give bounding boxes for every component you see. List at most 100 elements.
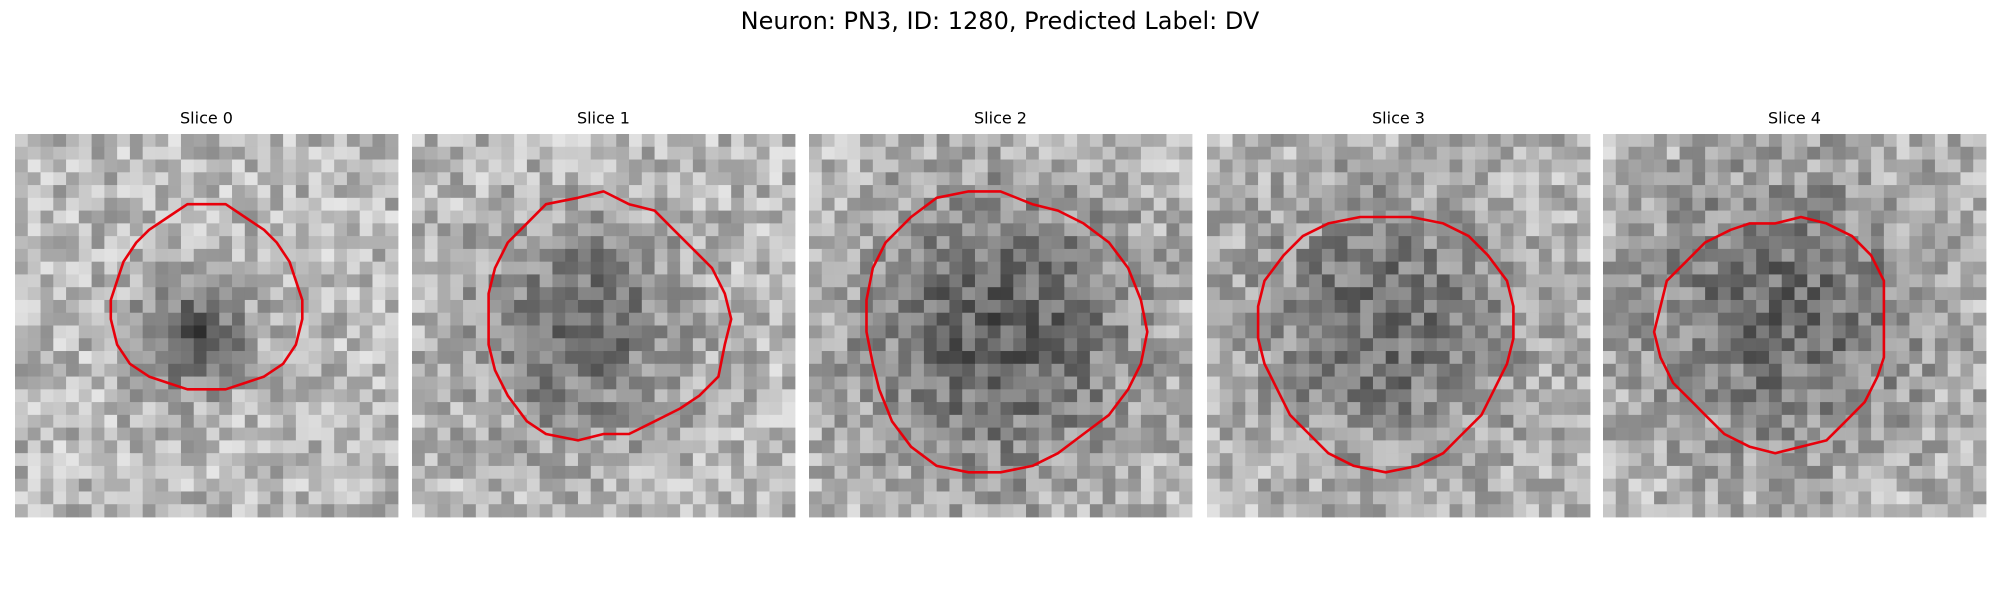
pixel: [78, 299, 92, 314]
pixel: [654, 453, 668, 467]
pixel: [1309, 134, 1323, 148]
pixel: [1270, 299, 1284, 314]
pixel: [603, 440, 617, 454]
pixel: [1820, 236, 1834, 250]
pixel: [705, 185, 719, 199]
pixel: [769, 274, 783, 288]
pixel: [334, 504, 348, 518]
pixel: [1654, 402, 1668, 416]
pixel: [1973, 338, 1987, 352]
pixel: [809, 248, 823, 263]
pixel: [104, 402, 118, 416]
pixel: [654, 146, 668, 160]
pixel: [923, 210, 938, 224]
pixel: [552, 146, 566, 160]
pixel: [1538, 351, 1553, 365]
pixel: [936, 414, 950, 429]
pixel: [885, 146, 899, 160]
pixel: [1347, 274, 1361, 288]
pixel: [66, 338, 80, 352]
pixel: [1705, 299, 1719, 314]
pixel: [1934, 248, 1949, 263]
pixel: [346, 134, 361, 148]
pixel: [1283, 465, 1297, 480]
pixel: [283, 504, 297, 518]
pixel: [1166, 299, 1180, 314]
pixel: [1666, 236, 1680, 250]
pixel: [1781, 351, 1795, 365]
pixel: [1321, 197, 1336, 211]
pixel: [180, 465, 195, 480]
pixel: [283, 146, 297, 160]
pixel: [1832, 491, 1846, 505]
pixel: [219, 414, 233, 429]
pixel: [168, 172, 182, 186]
pixel: [295, 146, 310, 160]
pixel: [1538, 287, 1553, 301]
pixel: [15, 287, 29, 301]
pixel: [283, 172, 297, 186]
pixel: [1051, 287, 1065, 301]
pixel: [1743, 376, 1757, 390]
pixel: [308, 440, 322, 454]
pixel: [117, 453, 131, 467]
pixel: [270, 146, 284, 160]
pixel: [1026, 427, 1040, 441]
pixel: [1871, 325, 1885, 339]
pixel: [1115, 223, 1129, 237]
pixel: [911, 287, 925, 301]
pixel: [129, 491, 144, 505]
pixel: [91, 312, 105, 326]
pixel: [1628, 440, 1642, 454]
pixel: [1615, 389, 1629, 403]
pixel: [769, 325, 783, 339]
pixel: [1475, 287, 1489, 301]
pixel: [1794, 363, 1808, 377]
pixel: [1717, 414, 1732, 429]
pixel: [385, 312, 399, 326]
pixel: [91, 453, 105, 467]
pixel: [1372, 351, 1387, 365]
pixel: [1360, 197, 1374, 211]
pixel: [1883, 248, 1898, 263]
pixel: [501, 312, 515, 326]
pixel: [641, 248, 655, 263]
pixel: [104, 210, 118, 224]
pixel: [590, 159, 604, 173]
pixel: [142, 274, 156, 288]
pixel: [1102, 274, 1116, 288]
pixel: [743, 325, 758, 339]
pixel: [1832, 287, 1846, 301]
pixel: [1705, 248, 1719, 263]
pixel: [359, 223, 373, 237]
pixel: [1973, 351, 1987, 365]
pixel: [1781, 414, 1795, 429]
pixel: [718, 427, 732, 441]
pixel: [1679, 210, 1693, 224]
pixel: [1385, 491, 1399, 505]
pixel: [1922, 453, 1936, 467]
pixel: [1845, 440, 1859, 454]
pixel: [346, 274, 361, 288]
pixel: [1475, 453, 1489, 467]
pixel: [1654, 261, 1668, 275]
pixel: [1411, 376, 1425, 390]
pixel: [1756, 274, 1770, 288]
pixel: [1743, 338, 1757, 352]
pixel: [1679, 261, 1693, 275]
pixel: [911, 248, 925, 263]
pixel: [244, 185, 258, 199]
pixel: [1551, 453, 1565, 467]
pixel: [1321, 223, 1336, 237]
pixel: [539, 134, 553, 148]
pixel: [257, 465, 271, 480]
pixel: [321, 414, 335, 429]
pixel: [78, 478, 92, 492]
pixel: [1179, 402, 1193, 416]
pixel: [219, 478, 233, 492]
pixel: [1551, 236, 1565, 250]
pixel: [463, 287, 477, 301]
pixel: [1858, 376, 1872, 390]
pixel: [1743, 504, 1757, 518]
pixel: [257, 440, 271, 454]
